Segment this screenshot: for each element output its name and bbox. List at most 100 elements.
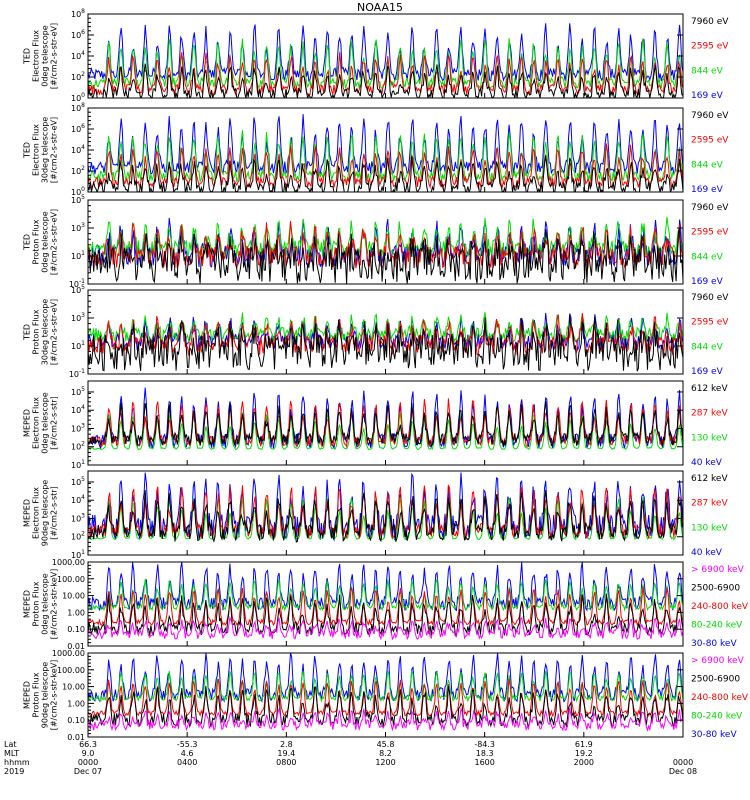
ylabel-line: Electron Flux — [32, 397, 41, 449]
legend-entry-0: 7960 eV — [691, 293, 729, 303]
ytick-label: 104 — [71, 404, 85, 415]
ylabel-line: MEPED — [23, 499, 32, 527]
ylabel-line: [#/cm2-s-str-eV] — [50, 23, 59, 89]
ytick-label: 101 — [71, 459, 85, 470]
ylabel-line: [#/cm2-s-str-keV] — [50, 569, 59, 640]
row-label: MLT — [4, 749, 19, 758]
series-line-4 — [88, 653, 683, 703]
ytick-label: 102 — [71, 71, 85, 82]
ylabel-line: Electron Flux — [32, 30, 41, 82]
legend-entry-2: 844 eV — [691, 160, 724, 170]
legend-entry-0: 7960 eV — [691, 17, 729, 27]
panel-plot-area — [88, 312, 683, 372]
xtick-label: 0400 — [177, 758, 197, 767]
ytick-label: 108 — [71, 8, 85, 19]
panel-6: 0.01 0.10 1.00 10.00 100.00 1000.00 MEPED Proto… — [23, 558, 749, 651]
panel-1: 100 102 104 106 108 TED Electron Flux 30deg tel… — [23, 102, 730, 197]
ylabel-line: 30deg telescope — [41, 117, 50, 184]
legend-entry-1: 2595 eV — [691, 136, 729, 146]
ytick-label: 0.10 — [67, 625, 85, 634]
ytick-label: 108 — [71, 102, 85, 113]
ytick-label: 103 — [71, 222, 85, 233]
ytick-label: 100 — [71, 92, 85, 103]
ylabel-line: 0deg telescope — [41, 573, 50, 634]
panel-4: 101 102 103 104 105 MEPED Electron Flux 0deg te… — [23, 380, 728, 470]
xtick-label: 2.8 — [280, 740, 293, 749]
series-line-1 — [88, 593, 683, 637]
xtick-label: 18.3 — [476, 749, 494, 758]
ylabel-line: [#/cm2-s-str] — [50, 486, 59, 539]
ytick-label: 102 — [71, 441, 85, 452]
ylabel-line: Electron Flux — [32, 487, 41, 539]
chart-title: NOAA15 — [357, 1, 403, 14]
ytick-label: 0.10 — [67, 716, 85, 725]
ytick-label: 0.01 — [67, 733, 85, 742]
legend-entry-3: 40 keV — [691, 548, 723, 558]
ylabel-line: [#/cm2-s-str] — [50, 396, 59, 449]
panel-3: 10-1 101 103 105 TED Proton Flux 30deg telesco… — [23, 284, 730, 379]
row-label: hhmm — [4, 758, 30, 767]
series-line-1 — [88, 484, 683, 540]
ytick-label: 103 — [71, 512, 85, 523]
series-line-3 — [88, 577, 683, 612]
panel-plot-area — [88, 562, 683, 641]
panel-7: 0.01 0.10 1.00 10.00 100.00 1000.00 MEPED Proto… — [23, 649, 749, 742]
panel-ylabel: MEPED Proton Flux 0deg telescope [#/cm2-s-s… — [23, 569, 59, 640]
ytick-label: 10.00 — [62, 683, 85, 692]
ylabel-line: MEPED — [23, 590, 32, 618]
panel-ylabel: MEPED Proton Flux 90deg telescope [#/cm2-s-… — [23, 660, 59, 731]
ylabel-line: 0deg telescope — [41, 392, 50, 453]
ytick-label: 101 — [71, 250, 85, 261]
legend-entry-1: 2500-6900 — [691, 584, 740, 594]
legend-entry-0: > 6900 keV — [691, 656, 745, 666]
series-line-3 — [88, 670, 683, 703]
ylabel-line: 0deg telescope — [41, 211, 50, 272]
ytick-label: 1.00 — [67, 699, 85, 708]
legend-entry-3: 40 keV — [691, 458, 723, 468]
legend-entry-3: 169 eV — [691, 91, 724, 101]
legend-entry-0: 7960 eV — [691, 203, 729, 213]
legend-entry-3: 169 eV — [691, 367, 724, 377]
xtick-label: 1600 — [474, 758, 494, 767]
panel-ylabel: TED Electron Flux 30deg telescope [#/cm2-s-… — [23, 117, 59, 184]
ytick-label: 1000.00 — [52, 558, 85, 567]
ytick-label: 105 — [71, 284, 85, 295]
legend-entry-2: 844 eV — [691, 252, 724, 262]
legend-entry-1: 287 keV — [691, 499, 728, 509]
panel-plot-area — [88, 216, 683, 284]
legend-entry-2: 240-800 keV — [691, 693, 749, 703]
ylabel-line: MEPED — [23, 681, 32, 709]
ylabel-line: TED — [23, 48, 32, 65]
ytick-label: 106 — [71, 123, 85, 134]
xtick-label: -84.3 — [474, 740, 495, 749]
xtick-label: 0000 — [673, 758, 693, 767]
ylabel-line: MEPED — [23, 409, 32, 437]
ylabel-line: [#/cm2-s-str-eV] — [50, 209, 59, 275]
legend-entry-0: 612 keV — [691, 384, 728, 394]
legend-entry-0: 612 keV — [691, 474, 728, 484]
ylabel-line: Proton Flux — [32, 219, 41, 264]
ylabel-line: 0deg telescope — [41, 25, 50, 86]
series-line-1 — [88, 143, 683, 190]
ytick-label: 105 — [71, 386, 85, 397]
panel-plot-area — [88, 653, 683, 732]
legend-entry-2: 130 keV — [691, 523, 728, 533]
panel-plot-area — [88, 387, 683, 451]
panel-ylabel: TED Proton Flux 0deg telescope [#/cm2-s-str… — [23, 209, 59, 275]
series-line-3 — [88, 114, 683, 176]
xtick-label: 8.2 — [379, 749, 392, 758]
ylabel-line: [#/cm2-s-str-keV] — [50, 660, 59, 731]
ytick-label: 100 — [71, 186, 85, 197]
xtick-label: 19.4 — [277, 749, 295, 758]
legend-entry-1: 287 keV — [691, 409, 728, 419]
legend-entry-1: 2595 eV — [691, 318, 729, 328]
xtick-label: 19.2 — [575, 749, 593, 758]
ytick-label: 104 — [71, 144, 85, 155]
ytick-label: 103 — [71, 312, 85, 323]
panel-plot-area — [88, 23, 683, 98]
legend-entry-3: 169 eV — [691, 185, 724, 195]
series-line-0 — [88, 315, 683, 372]
ytick-label: 103 — [71, 422, 85, 433]
